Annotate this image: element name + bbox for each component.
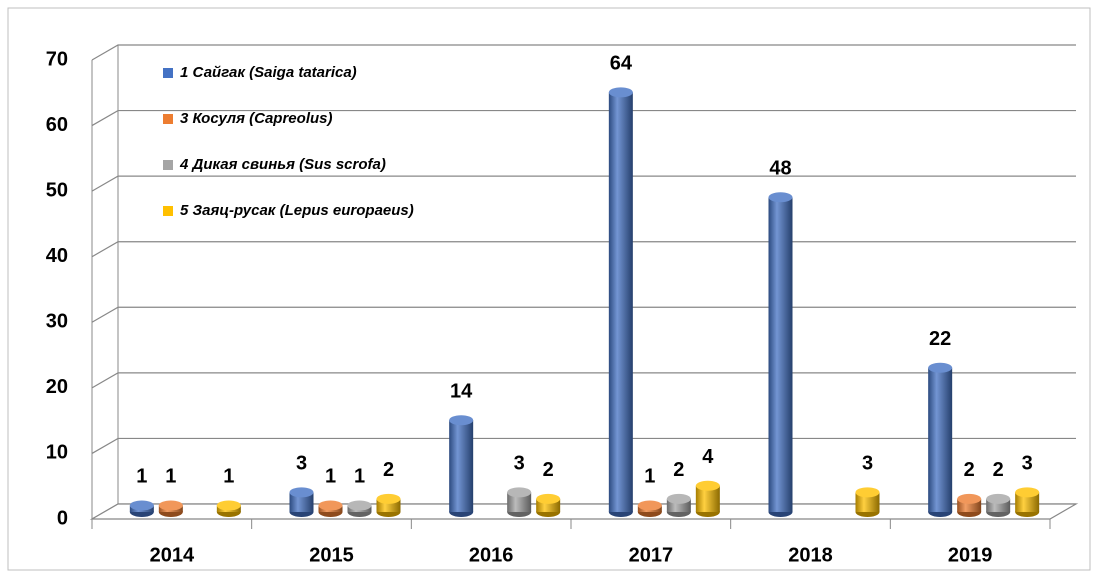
legend-label: 3 Косуля (Capreolus) [180,110,332,127]
x-tick-label: 2014 [150,544,195,566]
value-label: 2 [964,459,975,481]
y-tick-label: 0 [57,507,68,529]
bar-top [608,87,633,98]
bar [449,420,474,512]
bar-top [536,493,561,504]
legend-swatch [163,206,173,216]
x-tick-label: 2015 [309,544,354,566]
bar-top [957,493,982,504]
grid-line [91,241,1076,258]
y-tick-label: 70 [46,48,68,70]
value-label: 4 [702,446,714,468]
value-label: 22 [929,328,951,350]
x-tick-label: 2019 [948,544,993,566]
x-tick-label: 2017 [629,544,674,566]
value-label: 1 [354,466,365,488]
x-tick-label: 2018 [788,544,833,566]
bar-top [855,487,880,498]
bar [928,367,953,512]
grid-line [91,44,1076,61]
value-label: 1 [136,466,147,488]
value-label: 2 [673,459,684,481]
y-tick-label: 30 [46,311,68,333]
x-tick-label: 2016 [469,544,514,566]
value-label: 3 [514,453,525,475]
legend-swatch [163,114,173,124]
grid-line [91,306,1076,323]
value-label: 2 [543,459,554,481]
bar-top [158,500,183,511]
value-label: 14 [450,380,473,402]
bar [768,197,793,512]
chart-frame [7,7,1091,571]
value-label: 1 [165,466,176,488]
bar-top [289,487,314,498]
legend-label: 1 Сайгак (Saiga tatarica) [180,64,357,81]
value-label: 3 [1022,453,1033,475]
value-label: 1 [644,466,655,488]
bar [608,92,633,512]
bar [855,492,880,512]
legend-swatch [163,160,173,170]
value-label: 3 [862,453,873,475]
y-tick-label: 40 [46,245,68,267]
bar-top [347,500,372,511]
grid-line [91,372,1076,389]
bar-top [318,500,343,511]
grid-line [91,109,1076,127]
value-label: 2 [383,459,394,481]
value-label: 1 [325,466,336,488]
value-label: 1 [223,466,234,488]
bar-top [216,500,241,511]
bar-top [666,493,691,504]
bar-top [129,500,154,511]
bar-top [768,192,793,203]
value-label: 2 [993,459,1004,481]
bar [507,492,532,512]
y-tick-label: 20 [46,376,68,398]
legend-label: 4 Дикая свинья (Sus scrofa) [179,156,386,173]
bar-top [1015,487,1040,498]
y-tick-label: 50 [46,179,68,201]
bar [289,492,314,512]
y-tick-label: 60 [46,114,68,136]
bar-top [449,415,474,426]
bar [1015,492,1040,512]
legend-label: 5 Заяц-русак (Lepus europaeus) [180,202,414,219]
bar-top [695,480,720,491]
value-label: 48 [769,158,791,180]
grid-line [91,437,1076,454]
legend-swatch [163,68,173,78]
bar-top [637,500,662,511]
value-label: 3 [296,453,307,475]
grid-line [91,175,1076,192]
bar-top [986,493,1011,504]
bar-top [507,487,532,498]
y-tick-label: 10 [46,442,68,464]
bar-top [928,362,953,373]
bar-top [376,493,401,504]
value-label: 64 [610,53,633,75]
